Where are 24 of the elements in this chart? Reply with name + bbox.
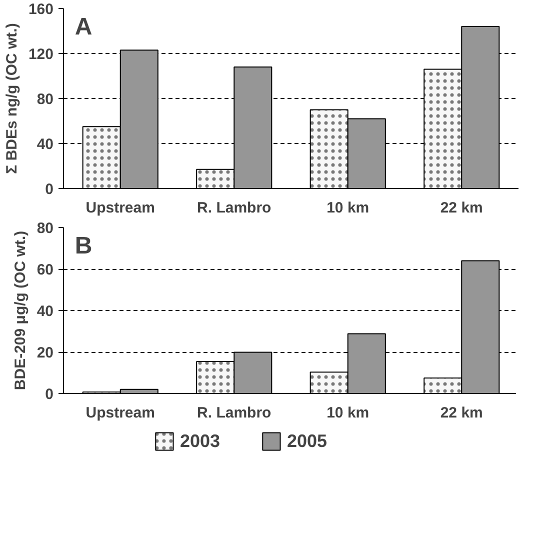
x-tick-label: Upstream (86, 404, 155, 422)
y-tick-label: 40 (36, 136, 54, 153)
chart-title: A (74, 14, 92, 40)
y-axis-title: BDE-209 μg/g (OC wt.) (12, 230, 29, 390)
x-tick-label: R. Lambro (197, 200, 272, 216)
chart-title: B (74, 232, 92, 260)
y-tick-label: 0 (45, 181, 54, 198)
y-tick-label: 60 (36, 262, 54, 278)
legend-label: 2003 (180, 430, 220, 452)
x-tick-label: 10 km (326, 200, 370, 216)
legend-label: 2005 (286, 430, 328, 452)
y-tick-label: 20 (36, 344, 54, 362)
y-axis-title: Σ BDEs ng/g (OC wt.) (3, 23, 20, 174)
x-tick-label: 22 km (440, 404, 483, 422)
y-tick-label: 80 (36, 91, 54, 108)
y-tick-label: 0 (45, 386, 54, 403)
x-tick-label: 22 km (440, 200, 483, 216)
x-tick-label: 10 km (326, 404, 370, 422)
y-tick-label: 40 (36, 303, 54, 320)
x-tick-label: R. Lambro (197, 404, 272, 422)
x-tick-label: Upstream (86, 200, 155, 216)
y-tick-label: 80 (36, 220, 54, 237)
y-tick-label: 160 (28, 1, 54, 18)
y-tick-label: 120 (28, 46, 54, 63)
